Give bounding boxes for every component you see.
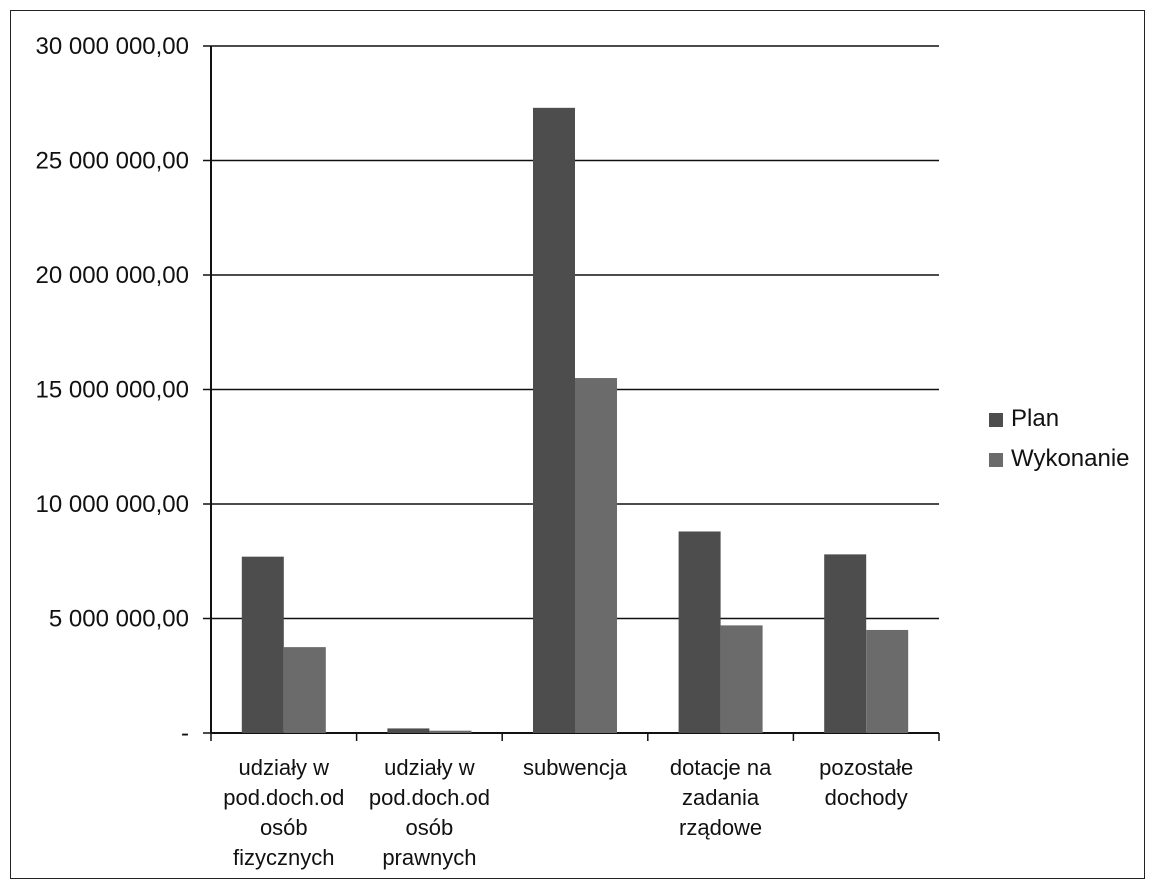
bar-plan [241, 556, 284, 733]
y-tick-label: 10 000 000,00 [36, 491, 189, 518]
legend-label-plan: Plan [1011, 405, 1059, 432]
x-category-label: prawnych [382, 845, 476, 870]
y-tick-label: 30 000 000,00 [36, 33, 189, 60]
bar-plan [824, 554, 867, 733]
bar-wykonanie [429, 730, 472, 733]
x-category-label: udziały w [384, 755, 475, 780]
x-category-label: osób [406, 815, 454, 840]
bar-wykonanie [720, 625, 763, 733]
legend-swatch-wykonanie [989, 453, 1003, 467]
bar-chart: - 5 000 000,00 10 000 000,00 15 000 000,00 2… [36, 33, 1130, 870]
y-tick-label: 25 000 000,00 [36, 148, 189, 175]
x-category-label: pozostałe [819, 755, 913, 780]
bar-plan [387, 728, 430, 733]
chart-frame: - 5 000 000,00 10 000 000,00 15 000 000,00 2… [10, 10, 1145, 879]
bar-wykonanie [866, 629, 909, 733]
bar-plan [678, 531, 721, 733]
bar-wykonanie [283, 647, 326, 733]
y-tick-label: 20 000 000,00 [36, 262, 189, 289]
bar-wykonanie [575, 378, 617, 733]
x-category-label: rządowe [679, 815, 762, 840]
x-category-label: udziały w [239, 755, 330, 780]
y-tick-label: 15 000 000,00 [36, 377, 189, 404]
legend-label-wykonanie: Wykonanie [1011, 445, 1130, 472]
legend-swatch-plan [989, 413, 1003, 427]
x-category-label: dotacje na [670, 755, 772, 780]
x-category-label: osób [260, 815, 308, 840]
x-category-label: pod.doch.od [369, 785, 490, 810]
bar-plan [533, 107, 575, 733]
y-tick-label: - [181, 720, 189, 747]
x-category-label: dochody [825, 785, 908, 810]
x-category-label: pod.doch.od [223, 785, 344, 810]
y-tick-label: 5 000 000,00 [49, 606, 189, 633]
x-category-label: zadania [682, 785, 760, 810]
x-category-label: fizycznych [233, 845, 334, 870]
x-category-label: subwencja [523, 755, 628, 780]
